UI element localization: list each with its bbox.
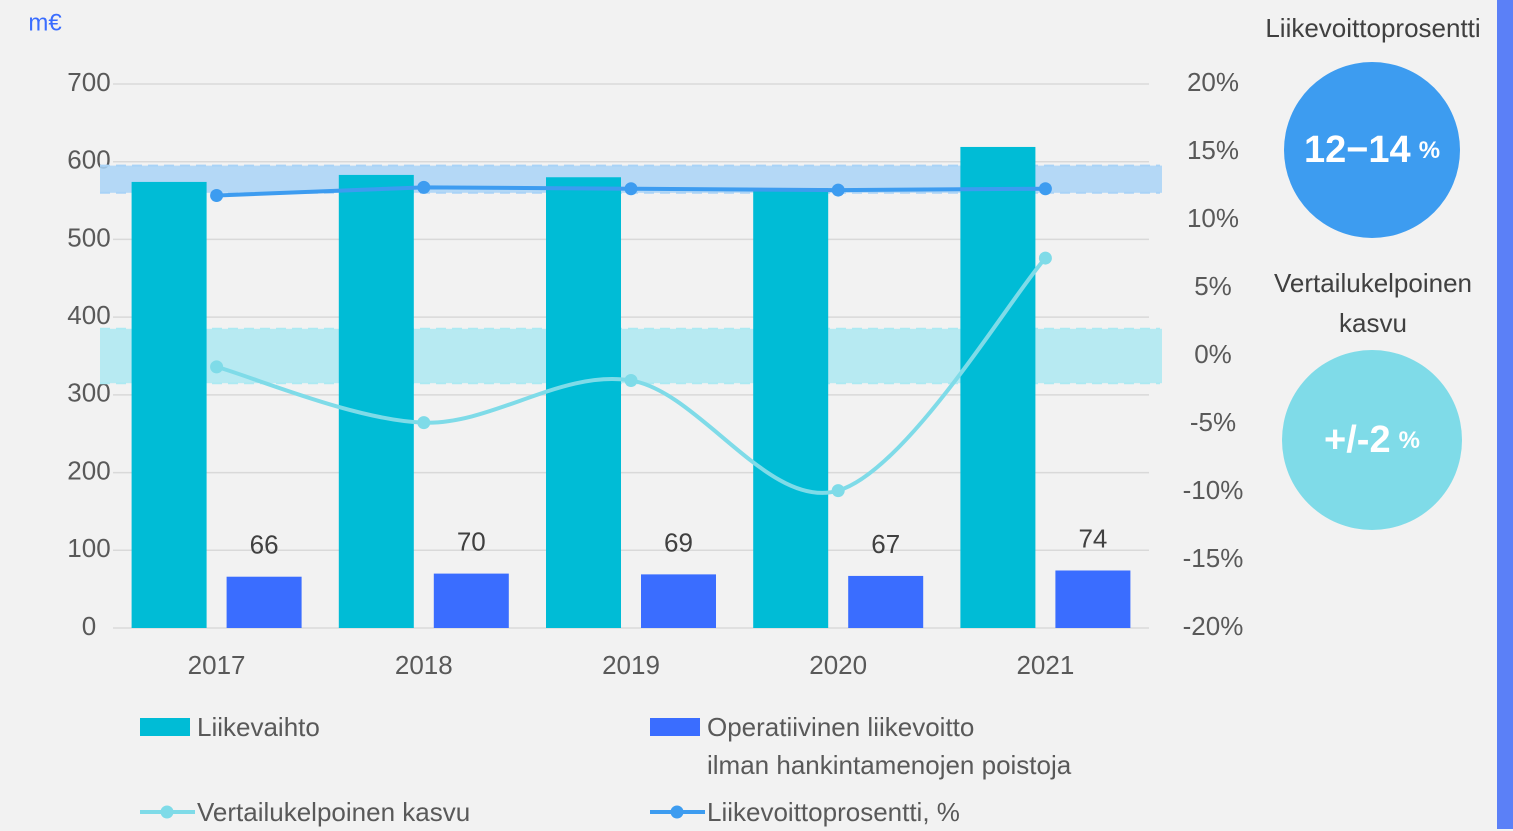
legend-swatch: [140, 718, 190, 736]
y2-tick-label: -10%: [1183, 475, 1244, 505]
legend-label: Operatiivinen liikevoitto ilman hankinta…: [707, 712, 1072, 780]
y2-tick-label: 5%: [1194, 271, 1232, 301]
bar: [848, 575, 924, 628]
bar: [546, 177, 621, 628]
target-title: Vertailukelpoinen: [1274, 268, 1472, 298]
bar: [226, 576, 302, 628]
y2-tick-label: 15%: [1187, 135, 1239, 165]
bar: [753, 188, 829, 628]
line-point: [417, 416, 431, 430]
legend-swatch: [650, 718, 700, 736]
target-number: 12−14: [1304, 129, 1411, 171]
y2-tick-label: -5%: [1190, 407, 1236, 437]
line-point: [831, 183, 845, 197]
target-unit: %: [1419, 137, 1440, 164]
line-point: [1038, 251, 1052, 265]
y-tick-label: 500: [67, 222, 110, 252]
target-number: +/-2: [1324, 419, 1391, 461]
y2-tick-label: 0%: [1194, 339, 1232, 369]
bar: [131, 181, 207, 629]
line-point: [624, 182, 638, 196]
y-tick-label: 100: [67, 533, 110, 563]
legend-label: Liikevaihto: [197, 712, 320, 742]
target-circle: [1284, 62, 1460, 238]
x-tick-label: 2020: [809, 650, 867, 680]
target-value: +/-2%: [1324, 419, 1420, 461]
legend-swatch: [670, 805, 684, 819]
bar: [338, 174, 414, 628]
y2-tick-label: -15%: [1183, 543, 1244, 573]
x-tick-label: 2017: [188, 650, 246, 680]
line-point: [210, 189, 224, 203]
data-label: 67: [871, 529, 900, 559]
bar: [641, 574, 716, 628]
side-strip: [1497, 0, 1513, 829]
line-point: [831, 484, 845, 498]
y2-tick-label: 10%: [1187, 203, 1239, 233]
line-point: [1038, 182, 1052, 196]
legend-label: Vertailukelpoinen kasvu: [197, 797, 471, 827]
bar: [960, 146, 1036, 628]
legend-swatch: [160, 805, 174, 819]
data-label: 69: [664, 527, 693, 557]
target-title: Liikevoittoprosentti: [1265, 13, 1480, 43]
y-tick-label: 0: [82, 611, 96, 641]
data-label: 66: [250, 530, 279, 560]
target-title: kasvu: [1339, 308, 1407, 338]
bar: [1055, 570, 1131, 628]
y2-tick-label: -20%: [1183, 611, 1244, 641]
legend-label: Liikevoittoprosentti, %: [707, 797, 960, 827]
data-label: 70: [457, 526, 486, 556]
bar: [433, 573, 509, 628]
line-point: [417, 180, 431, 194]
target-value: 12−14%: [1304, 129, 1440, 171]
y-tick-label: 700: [67, 67, 110, 97]
x-tick-label: 2021: [1016, 650, 1074, 680]
line: [216, 256, 1047, 495]
x-tick-label: 2018: [395, 650, 453, 680]
target-unit: %: [1399, 427, 1420, 454]
y-tick-label: 400: [67, 300, 110, 330]
y2-tick-label: 20%: [1187, 67, 1239, 97]
line-point: [624, 373, 638, 387]
data-label: 74: [1078, 523, 1107, 553]
target-circle: [1282, 350, 1462, 530]
y-axis-unit: m€: [28, 9, 62, 36]
x-tick-label: 2019: [602, 650, 660, 680]
line-point: [210, 360, 224, 374]
y-tick-label: 200: [67, 455, 110, 485]
